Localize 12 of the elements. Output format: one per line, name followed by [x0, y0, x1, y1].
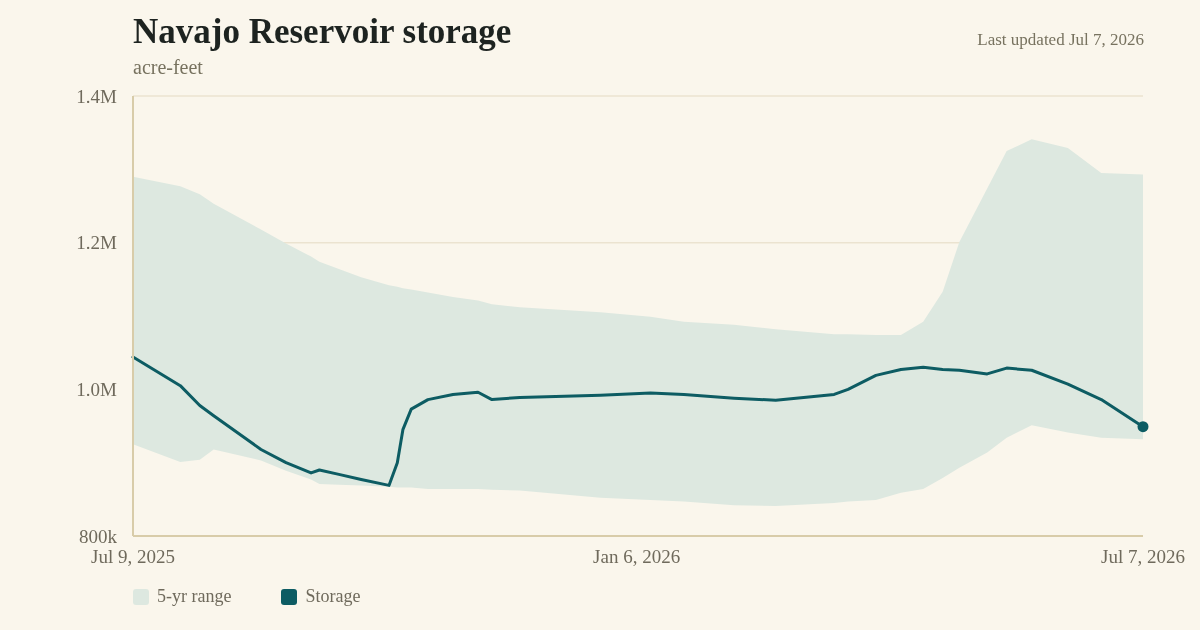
- x-tick-label: Jul 9, 2025: [91, 546, 175, 568]
- y-tick-label: 1.2M: [76, 232, 118, 254]
- y-tick-label: 800k: [79, 525, 118, 547]
- y-tick-label: 1.0M: [76, 379, 118, 401]
- legend-label: 5-yr range: [157, 586, 232, 607]
- legend-label: Storage: [305, 586, 361, 607]
- chart-title: Navajo Reservoir storage: [133, 12, 512, 52]
- x-tick-label: Jul 7, 2026: [1101, 546, 1185, 568]
- x-tick-label: Jan 6, 2026: [593, 546, 681, 568]
- text: Last updated Jul 7, 2026: [977, 30, 1144, 50]
- chart-subtitle: acre-feet: [133, 56, 203, 79]
- y-tick-label: 1.4M: [76, 85, 118, 107]
